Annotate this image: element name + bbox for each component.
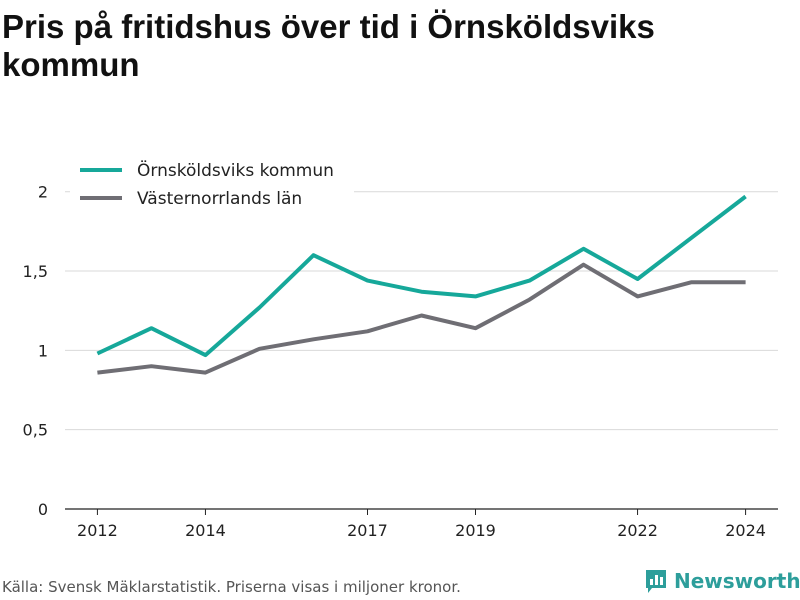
legend-label: Västernorrlands län [137,189,302,209]
legend: Örnsköldsviks kommun Västernorrlands län [70,153,354,213]
x-tick-label: 2024 [725,521,766,540]
gridlines [65,191,778,510]
source-note: Källa: Svensk Mäklarstatistik. Priserna … [2,578,461,596]
x-tick-label: 2022 [617,521,658,540]
brand-name: Newsworthy [674,569,800,593]
y-axis-ticks: 0 0,5 1 1,5 2 [23,183,48,519]
y-tick-label: 0 [38,500,48,519]
y-tick-label: 0,5 [23,421,48,440]
x-tick-label: 2019 [455,521,496,540]
brand-logo: Newsworthy [644,568,800,594]
x-tick-label: 2014 [185,521,226,540]
legend-background [70,153,354,213]
x-axis-ticks: 2012 2014 2017 2019 2022 2024 [77,509,766,540]
series-lines [96,194,747,375]
y-tick-label: 2 [38,183,48,202]
series-line [96,194,747,358]
y-tick-label: 1,5 [23,262,48,281]
x-tick-label: 2012 [77,521,118,540]
series-line [97,262,746,375]
y-tick-label: 1 [38,341,48,360]
bar-chart-icon [646,570,666,593]
chart-title: Pris på fritidshus över tid i Örnsköldsv… [2,8,655,83]
x-tick-label: 2017 [347,521,388,540]
legend-label: Örnsköldsviks kommun [137,159,334,181]
